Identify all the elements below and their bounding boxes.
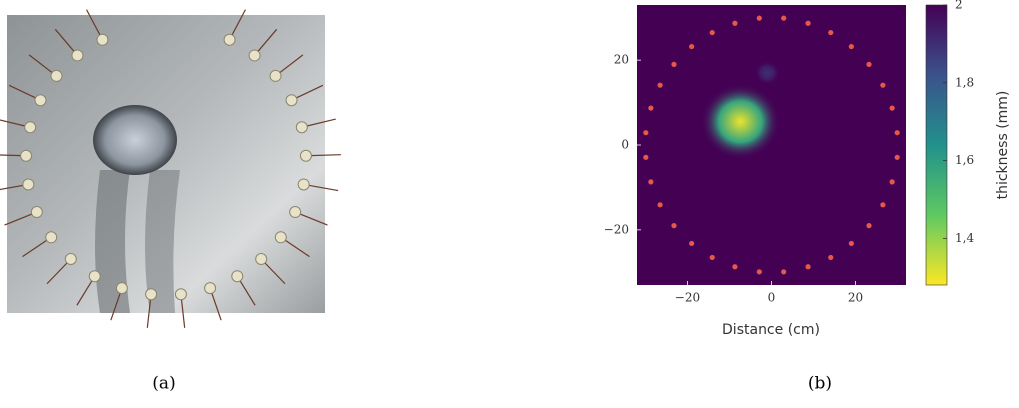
colorbar-label: thickness (mm) xyxy=(995,91,1011,200)
caption: (a) xyxy=(152,374,175,394)
x-tick-label: 0 xyxy=(768,291,776,305)
x-tick-label: −20 xyxy=(675,291,700,305)
photo-sensor xyxy=(88,270,101,283)
y-tick-label: 20 xyxy=(614,53,629,67)
heatmap-background xyxy=(637,5,906,285)
sensor xyxy=(732,20,738,26)
sensor xyxy=(805,264,811,270)
photo-sensor xyxy=(174,288,187,301)
photo-sensor xyxy=(20,149,33,162)
sensor xyxy=(689,240,695,247)
photo-sensor xyxy=(30,206,43,219)
sensor xyxy=(828,254,834,261)
sensor xyxy=(643,130,649,136)
photo-sensor xyxy=(96,33,109,46)
sensor xyxy=(866,223,872,229)
photo-sensor xyxy=(274,231,287,244)
x-tick-label: 20 xyxy=(848,291,863,305)
photo-sensor xyxy=(24,121,37,134)
photo-sensor xyxy=(269,69,282,82)
photo-sensor xyxy=(299,149,312,162)
photo-sensor xyxy=(34,94,47,107)
photo-sensor xyxy=(255,252,268,265)
photo-sensor xyxy=(50,69,63,82)
colorbar-tick-label: 1,8 xyxy=(955,75,974,89)
sensor xyxy=(781,269,787,275)
photo-sensor xyxy=(248,49,261,62)
y-tick-label: −20 xyxy=(604,222,629,236)
sensor xyxy=(781,15,787,21)
photo-sensor xyxy=(45,231,58,244)
sensor xyxy=(709,254,715,261)
sensor xyxy=(732,264,738,270)
photo-sensor xyxy=(295,121,308,134)
sensor xyxy=(848,43,854,50)
photo-sensor xyxy=(285,94,298,107)
colorbar-tick-label: 2 xyxy=(955,0,963,12)
colorbar-tick-label: 1,4 xyxy=(955,231,974,245)
sensor xyxy=(643,154,649,160)
photo-sensor xyxy=(22,178,35,191)
photo-sensor xyxy=(145,288,158,301)
photo-sensor xyxy=(71,49,84,62)
sensor xyxy=(805,20,811,26)
sensor xyxy=(648,105,654,111)
sensor xyxy=(848,240,854,247)
sensor xyxy=(828,29,834,36)
sensor xyxy=(648,179,654,185)
photo-sensor xyxy=(115,282,128,295)
colorbar xyxy=(925,4,948,286)
sensor xyxy=(756,15,762,21)
y-tick-label: 0 xyxy=(621,138,629,152)
sensor xyxy=(880,82,886,88)
photo-sensor xyxy=(204,282,217,295)
sensor xyxy=(709,29,715,36)
sensor xyxy=(671,223,677,229)
sensor xyxy=(756,269,762,275)
sensor xyxy=(889,179,895,185)
sensor xyxy=(657,82,663,88)
photo-sensor xyxy=(231,270,244,283)
photo-sensor xyxy=(297,178,310,191)
photo-sensor xyxy=(289,206,302,219)
sensor xyxy=(689,43,695,50)
colorbar-tick-label: 1,6 xyxy=(955,153,974,167)
defect xyxy=(700,84,780,160)
sensor xyxy=(866,61,872,67)
defect xyxy=(754,61,780,85)
photo-sensor xyxy=(223,33,236,46)
sensor xyxy=(894,130,900,136)
photo-sensor xyxy=(64,252,77,265)
sensor xyxy=(657,202,663,208)
sensor xyxy=(671,61,677,67)
sensor xyxy=(894,154,900,160)
photo xyxy=(0,9,341,328)
sensor xyxy=(880,202,886,208)
sensor xyxy=(889,105,895,111)
x-axis-label: Distance (cm) xyxy=(722,322,820,338)
caption: (b) xyxy=(808,374,832,394)
